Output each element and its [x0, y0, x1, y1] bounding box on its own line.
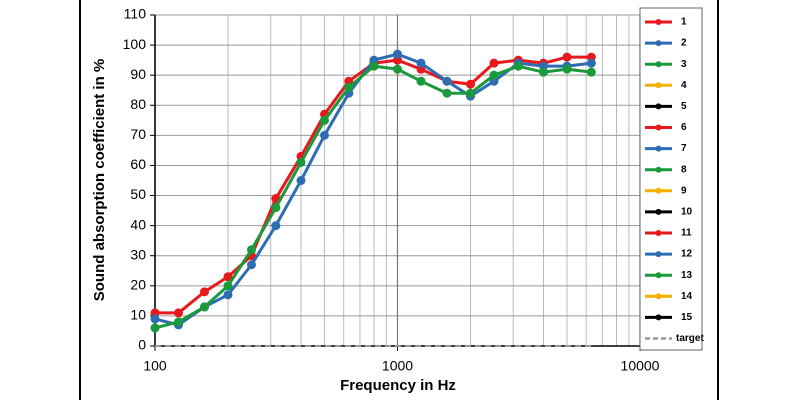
data-point: [174, 317, 184, 327]
legend-box: [639, 7, 703, 351]
data-point: [320, 130, 330, 140]
y-tick-label: 10: [130, 307, 146, 323]
data-point: [150, 314, 160, 324]
data-point: [344, 82, 354, 92]
legend-marker: [655, 314, 662, 321]
legend-marker: [655, 166, 662, 173]
legend-marker: [655, 40, 662, 47]
data-point: [393, 64, 402, 74]
data-point: [586, 58, 596, 68]
data-point: [416, 76, 426, 86]
legend-marker: [655, 103, 662, 110]
y-tick-label: 50: [130, 186, 146, 202]
y-axis-label: Sound absorption coefficient in %: [91, 59, 108, 302]
data-point: [442, 76, 452, 86]
data-point: [271, 221, 281, 231]
y-tick-label: 60: [130, 156, 146, 172]
legend-label: 15: [681, 312, 693, 323]
data-point: [538, 67, 548, 77]
legend-marker: [655, 230, 662, 236]
y-tick-label: 100: [123, 36, 147, 52]
data-point: [562, 52, 572, 62]
legend-label: 7: [681, 143, 687, 154]
x-tick-label: 1000: [382, 358, 413, 374]
data-point: [199, 302, 209, 312]
x-axis-label: Frequency in Hz: [340, 377, 456, 394]
legend-label: 2: [681, 38, 687, 49]
legend-marker: [655, 61, 662, 68]
legend-label: 12: [681, 249, 693, 260]
legend-label: 6: [681, 122, 687, 133]
data-point: [489, 58, 499, 68]
y-tick-label: 0: [138, 337, 146, 353]
legend-label: 10: [681, 207, 693, 218]
legend-label: 14: [681, 291, 693, 302]
y-tick-label: 110: [124, 6, 147, 22]
data-point: [247, 260, 257, 270]
data-point: [223, 272, 233, 282]
legend-marker: [655, 145, 662, 152]
data-point: [562, 64, 572, 74]
legend-label: 5: [681, 101, 687, 112]
legend-label: 4: [681, 80, 687, 91]
data-point: [199, 287, 209, 297]
data-point: [296, 157, 306, 167]
legend-marker: [655, 124, 662, 131]
data-point: [465, 88, 475, 98]
legend-label: 1: [681, 17, 687, 28]
y-tick-label: 30: [130, 246, 146, 262]
data-point: [513, 61, 523, 71]
data-point: [150, 323, 160, 333]
legend-marker: [655, 208, 662, 215]
legend-marker: [655, 82, 662, 89]
data-point: [320, 115, 330, 125]
data-point: [416, 58, 426, 68]
data-point: [223, 290, 233, 300]
legend-label: 11: [681, 228, 692, 239]
series-line: [155, 55, 592, 315]
data-point: [271, 203, 281, 213]
legend-label: 13: [681, 270, 693, 281]
legend-label: target: [676, 333, 704, 344]
data-point: [223, 281, 233, 291]
data-point: [489, 70, 499, 80]
legend-label: 8: [681, 164, 687, 175]
data-point: [465, 79, 475, 89]
series-line: [154, 52, 592, 327]
legend-marker: [655, 272, 662, 279]
legend-label: 3: [681, 59, 687, 70]
x-tick-label: 100: [143, 358, 167, 374]
y-tick-label: 90: [130, 66, 146, 82]
data-point: [393, 49, 402, 59]
data-point: [247, 245, 257, 255]
y-tick-label: 70: [130, 126, 146, 142]
data-point: [174, 308, 184, 318]
data-point: [586, 67, 596, 77]
y-tick-label: 80: [130, 96, 146, 112]
y-tick-label: 20: [130, 277, 146, 293]
legend-marker: [655, 187, 662, 194]
legend-label: 9: [681, 185, 687, 196]
data-point: [369, 61, 379, 71]
data-point: [296, 176, 306, 185]
legend-marker: [655, 19, 662, 25]
legend-marker: [655, 251, 662, 258]
y-tick-label: 40: [130, 216, 146, 232]
data-point: [442, 88, 452, 98]
legend-marker: [655, 293, 662, 300]
x-tick-label: 10000: [621, 358, 660, 374]
